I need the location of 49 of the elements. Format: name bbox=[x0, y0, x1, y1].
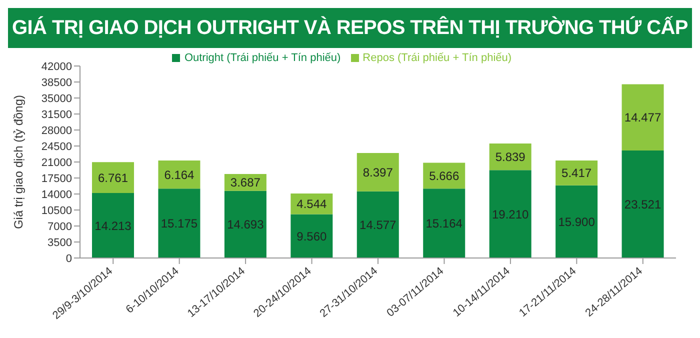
y-axis-title: Giá trị giao dịch (tỷ đồng) bbox=[11, 94, 26, 230]
data-label: 9.560 bbox=[296, 229, 328, 244]
bar bbox=[356, 152, 399, 192]
data-label: 5.417 bbox=[562, 166, 592, 180]
bar bbox=[556, 160, 598, 186]
chart-title: GIÁ TRỊ GIAO DỊCH OUTRIGHT VÀ REPOS TRÊN THỊ TRƯỜNG THỨ CẤP bbox=[8, 8, 692, 48]
data-label: 15.164 bbox=[426, 216, 463, 231]
y-tick-label: 38500 bbox=[41, 76, 72, 89]
bar bbox=[158, 188, 200, 258]
data-label: 6.164 bbox=[164, 168, 195, 182]
data-label: 23.521 bbox=[624, 198, 662, 212]
y-tick-label: 24500 bbox=[41, 140, 72, 153]
bar bbox=[158, 160, 200, 189]
data-label: 19.210 bbox=[492, 207, 530, 222]
data-label: 6.761 bbox=[98, 170, 128, 185]
y-tick-label: 10500 bbox=[41, 204, 72, 217]
y-tick-label: 3500 bbox=[48, 236, 72, 249]
bar bbox=[92, 193, 134, 258]
y-tick-label: 21000 bbox=[41, 156, 72, 169]
data-label: 5.839 bbox=[495, 150, 526, 164]
y-tick-label: 31500 bbox=[41, 108, 72, 121]
bar bbox=[356, 191, 399, 258]
bar bbox=[622, 84, 664, 150]
bar bbox=[622, 150, 664, 258]
legend-label: Repos (Trái phiếu + Tín phiếu) bbox=[362, 52, 512, 64]
data-label: 5.666 bbox=[429, 168, 460, 183]
bar bbox=[423, 188, 466, 258]
bar bbox=[92, 162, 134, 194]
data-label: 4.544 bbox=[296, 197, 328, 212]
y-tick-label: 17500 bbox=[41, 172, 72, 185]
y-tick-label: 42000 bbox=[41, 60, 72, 73]
data-label: 14.577 bbox=[360, 218, 397, 232]
data-label: 14.213 bbox=[94, 218, 132, 233]
data-label: 3.687 bbox=[230, 176, 261, 190]
bar bbox=[489, 170, 532, 258]
data-label: 15.175 bbox=[160, 216, 198, 231]
y-tick-label: 14000 bbox=[41, 188, 72, 201]
bar bbox=[224, 190, 266, 258]
y-tick-label: 28000 bbox=[41, 124, 72, 137]
y-tick-label: 0 bbox=[66, 252, 72, 265]
bar bbox=[290, 214, 333, 258]
y-tick-label: 7000 bbox=[48, 220, 72, 233]
data-label: 14.477 bbox=[624, 110, 662, 125]
data-label: 14.693 bbox=[227, 218, 264, 232]
data-label: 15.900 bbox=[558, 214, 596, 229]
y-tick-label: 35000 bbox=[41, 92, 72, 105]
data-label: 8.397 bbox=[362, 165, 394, 180]
bar bbox=[556, 185, 598, 258]
legend-label: Outright (Trái phiếu + Tín phiếu) bbox=[184, 52, 341, 64]
